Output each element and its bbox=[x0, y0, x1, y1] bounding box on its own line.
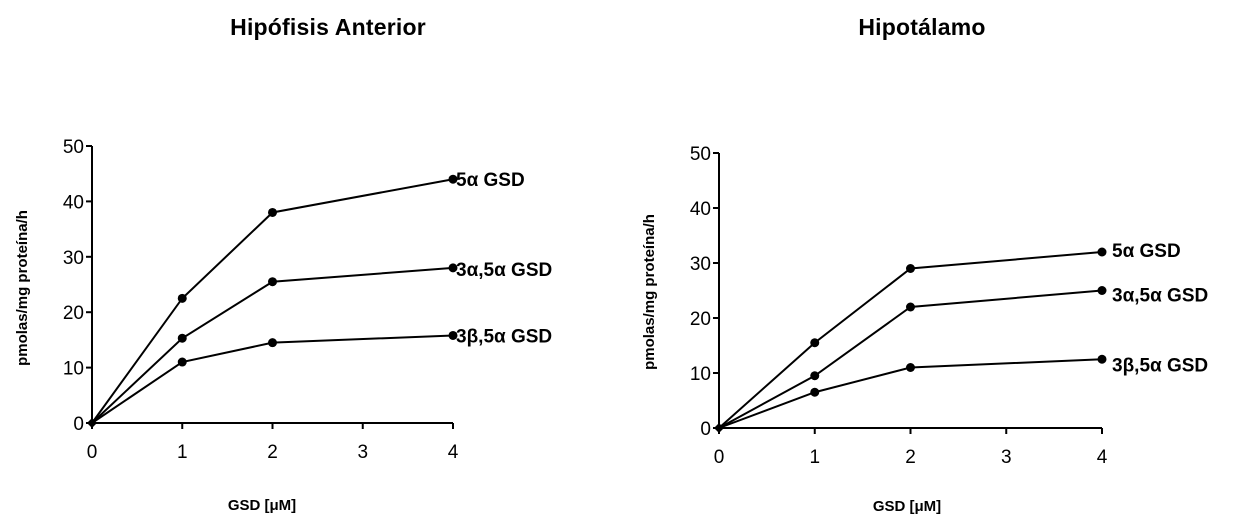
x-axis-label: GSD [μM] bbox=[873, 498, 941, 515]
x-tick-label: 0 bbox=[87, 442, 98, 463]
data-point bbox=[1097, 286, 1107, 295]
series-line bbox=[718, 358, 1103, 429]
series-label: 3β,5α GSD bbox=[456, 326, 552, 347]
y-tick-label: 50 bbox=[690, 144, 711, 165]
series-line bbox=[91, 334, 454, 424]
chart-plot: 0 10 20 30 40 50 0 1 2 3 4 GSD [μM] pmolas/mg proteí… bbox=[14, 137, 552, 514]
data-point bbox=[177, 333, 187, 343]
y-tick-label: 0 bbox=[700, 419, 711, 440]
y-axis-label: pmolas/mg proteína/h bbox=[14, 210, 31, 366]
origin-marker bbox=[714, 423, 724, 433]
data-point bbox=[448, 174, 458, 184]
series-label: 5α GSD bbox=[1112, 241, 1181, 262]
x-tick-label: 0 bbox=[714, 447, 725, 468]
x-tick-label: 1 bbox=[809, 447, 820, 468]
y-tick-label: 10 bbox=[63, 359, 84, 380]
chart-title: Hipófisis Anterior bbox=[230, 14, 426, 40]
chart-panel-hipotalamo: Hipotálamo 0 10 20 30 40 50 0 1 2 3 4 GSD [μM] pmola… bbox=[620, 0, 1239, 520]
series-line bbox=[91, 266, 454, 424]
data-point bbox=[810, 387, 820, 397]
data-point bbox=[1097, 247, 1107, 257]
y-tick-label: 30 bbox=[63, 248, 84, 269]
data-point bbox=[448, 263, 458, 273]
series-label: 3α,5α GSD bbox=[1112, 286, 1208, 307]
y-tick-label: 50 bbox=[63, 137, 84, 158]
data-point bbox=[448, 330, 458, 340]
y-tick-label: 0 bbox=[73, 414, 84, 435]
chart-title: Hipotálamo bbox=[858, 14, 986, 40]
x-axis-label: GSD [μM] bbox=[228, 497, 296, 514]
data-point bbox=[906, 264, 915, 273]
y-tick-label: 30 bbox=[690, 254, 711, 275]
y-tick-label: 40 bbox=[63, 192, 84, 213]
data-point bbox=[268, 338, 277, 348]
data-point bbox=[268, 207, 277, 217]
data-point bbox=[268, 277, 277, 287]
x-tick-label: 2 bbox=[267, 442, 278, 463]
series-line bbox=[718, 289, 1103, 429]
x-tick-label: 2 bbox=[905, 447, 916, 468]
x-tick-label: 3 bbox=[1001, 447, 1012, 468]
x-tick-label: 1 bbox=[177, 442, 188, 463]
x-tick-label: 4 bbox=[1097, 447, 1108, 468]
data-point bbox=[177, 293, 187, 303]
origin-marker bbox=[87, 418, 97, 428]
chart-panel-hipofisis: Hipófisis Anterior 0 10 20 30 40 50 0 1 2 3 4 GSD [… bbox=[14, 14, 552, 514]
x-tick-label: 4 bbox=[448, 442, 459, 463]
series-label: 5α GSD bbox=[456, 170, 525, 191]
data-point bbox=[810, 371, 820, 381]
data-point bbox=[906, 363, 915, 372]
series-label: 3β,5α GSD bbox=[1112, 355, 1208, 376]
chart-plot: 0 10 20 30 40 50 0 1 2 3 4 GSD [μM] pmolas/mg proteí… bbox=[641, 144, 1208, 515]
series-line bbox=[91, 178, 454, 424]
data-point bbox=[1097, 354, 1107, 364]
data-point bbox=[177, 357, 187, 367]
y-tick-label: 20 bbox=[690, 309, 711, 330]
y-tick-label: 40 bbox=[690, 199, 711, 220]
x-tick-label: 3 bbox=[357, 442, 368, 463]
data-point bbox=[810, 338, 820, 348]
y-tick-label: 20 bbox=[63, 303, 84, 324]
y-tick-label: 10 bbox=[690, 364, 711, 385]
series-line bbox=[718, 251, 1103, 429]
data-point bbox=[906, 302, 915, 312]
series-label: 3α,5α GSD bbox=[456, 260, 552, 281]
y-axis-label: pmolas/mg proteína/h bbox=[641, 214, 658, 370]
